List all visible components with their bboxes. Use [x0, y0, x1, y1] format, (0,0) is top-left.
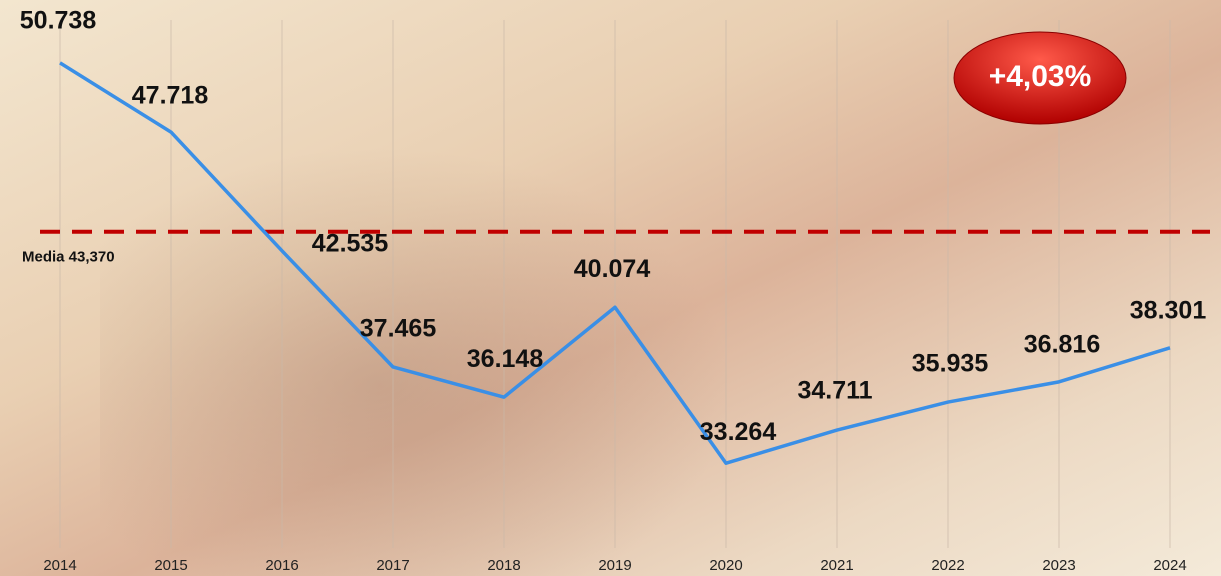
data-label: 47.718	[132, 82, 209, 110]
badge: +4,03%	[953, 31, 1127, 125]
data-label: 40.074	[574, 255, 651, 283]
data-label: 36.148	[467, 345, 544, 373]
x-tick-label: 2020	[709, 557, 742, 574]
x-tick-label: 2023	[1042, 557, 1075, 574]
data-line	[59, 61, 1171, 465]
data-label: 42.535	[312, 229, 389, 257]
badge-text: +4,03%	[989, 60, 1092, 93]
data-label: 38.301	[1130, 296, 1207, 324]
x-tick-label: 2014	[43, 557, 76, 574]
background-shade	[100, 100, 800, 576]
data-label: 50.738	[20, 7, 97, 35]
x-tick-label: 2021	[820, 557, 853, 574]
x-tick-label: 2024	[1153, 557, 1186, 574]
data-label: 34.711	[797, 377, 872, 405]
x-tick-label: 2016	[265, 557, 298, 574]
data-label: 35.935	[912, 350, 989, 378]
badge-shape	[953, 31, 1127, 125]
data-label: 33.264	[700, 418, 777, 446]
data-label: 37.465	[360, 315, 437, 343]
x-tick-label: 2015	[154, 557, 187, 574]
mean-label: Media 43,370	[22, 249, 115, 266]
x-tick-label: 2018	[487, 557, 520, 574]
data-label: 36.816	[1024, 330, 1100, 358]
x-tick-label: 2019	[598, 557, 631, 574]
x-tick-label: 2022	[931, 557, 964, 574]
x-tick-label: 2017	[376, 557, 409, 574]
